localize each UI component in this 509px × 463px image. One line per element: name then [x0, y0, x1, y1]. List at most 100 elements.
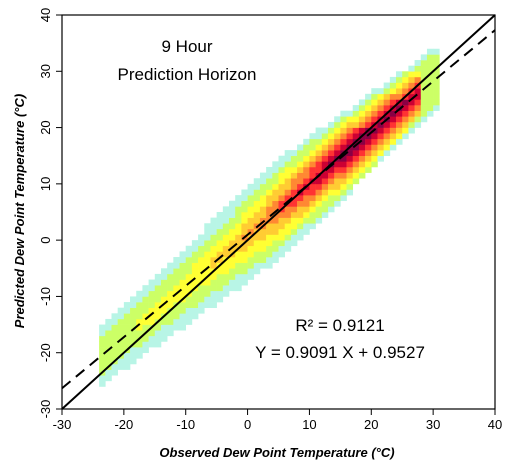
y-tick-label: 30 — [38, 64, 53, 78]
density-cell — [278, 189, 285, 196]
density-cell — [396, 110, 403, 117]
density-cell — [216, 245, 224, 252]
density-cell — [130, 358, 137, 365]
density-cell — [191, 240, 199, 247]
density-cell — [117, 341, 125, 348]
density-cell — [402, 133, 409, 140]
density-cell — [426, 99, 434, 106]
density-cell — [414, 76, 422, 83]
density-cell — [99, 330, 106, 337]
density-cell — [346, 138, 354, 145]
density-cell — [278, 183, 285, 190]
density-cell — [241, 279, 248, 286]
density-cell — [352, 127, 360, 134]
density-cell — [148, 285, 156, 292]
density-cell — [142, 307, 149, 314]
density-cell — [272, 178, 279, 185]
density-cell — [160, 307, 168, 314]
density-cell — [334, 127, 341, 134]
density-cell — [216, 234, 224, 241]
density-cell — [340, 195, 347, 202]
density-cell — [278, 240, 285, 247]
density-cell — [259, 245, 267, 252]
density-cell — [247, 240, 255, 247]
density-cell — [154, 324, 162, 331]
density-cell — [142, 302, 149, 308]
y-axis: -30 -20 -10 0 10 20 30 40 — [38, 8, 62, 419]
density-cell — [259, 178, 267, 185]
density-cell — [123, 302, 131, 308]
density-cell — [111, 369, 118, 376]
density-cell — [433, 93, 440, 100]
density-cell — [247, 262, 255, 269]
density-cell — [272, 195, 279, 202]
density-cell — [297, 183, 304, 190]
density-cell — [365, 93, 372, 100]
density-cell — [334, 138, 341, 145]
density-cell — [117, 324, 125, 331]
density-cell — [210, 285, 217, 292]
density-cell — [272, 245, 279, 252]
density-cell — [297, 178, 304, 185]
density-cell — [352, 105, 360, 111]
density-cell — [272, 200, 279, 207]
density-cell — [160, 324, 168, 331]
density-cell — [408, 65, 415, 72]
density-cell — [297, 228, 304, 235]
density-cell — [136, 307, 143, 314]
density-cell — [222, 273, 230, 280]
density-cell — [383, 150, 391, 157]
density-cell — [253, 262, 261, 269]
density-cell — [340, 121, 347, 128]
density-cell — [297, 155, 304, 162]
density-cell — [198, 307, 205, 314]
density-cell — [241, 262, 248, 269]
density-cell — [334, 133, 341, 140]
density-cell — [396, 116, 403, 123]
density-cell — [210, 279, 217, 286]
density-cell — [315, 178, 323, 185]
density-cell — [309, 223, 316, 230]
density-cell — [222, 240, 230, 247]
density-cell — [321, 161, 329, 168]
density-cell — [352, 161, 360, 168]
density-cell — [284, 212, 292, 218]
x-tick-label: 0 — [244, 417, 251, 432]
density-cell — [414, 121, 422, 128]
density-cell — [235, 223, 242, 230]
y-tick-label: -30 — [38, 400, 53, 419]
density-cell — [371, 150, 378, 157]
density-cell — [191, 302, 199, 308]
density-cell — [154, 296, 162, 303]
density-cell — [327, 206, 335, 213]
y-tick-label: 20 — [38, 120, 53, 134]
density-cell — [426, 93, 434, 100]
density-cell — [297, 217, 304, 224]
density-cell — [309, 212, 316, 218]
density-cell — [136, 296, 143, 303]
density-cell — [389, 127, 397, 134]
density-cell — [284, 240, 292, 247]
density-cell — [383, 127, 391, 134]
density-cell — [111, 313, 118, 320]
density-cell — [358, 99, 366, 106]
density-cell — [420, 116, 428, 123]
density-cell — [222, 245, 230, 252]
density-cell — [154, 307, 162, 314]
y-tick-label: -20 — [38, 343, 53, 362]
density-cell — [352, 144, 360, 151]
density-cell — [297, 166, 304, 173]
density-cell — [389, 110, 397, 117]
density-cell — [352, 178, 360, 185]
density-cell — [272, 251, 279, 258]
density-cell — [123, 307, 131, 314]
density-cell — [420, 60, 428, 66]
density-cell — [420, 71, 428, 78]
density-cell — [105, 341, 112, 348]
density-cell — [266, 195, 273, 202]
density-cell — [160, 335, 168, 342]
density-cell — [284, 234, 292, 241]
density-cell — [402, 88, 409, 95]
density-cell — [154, 313, 162, 320]
density-cell — [278, 212, 285, 218]
